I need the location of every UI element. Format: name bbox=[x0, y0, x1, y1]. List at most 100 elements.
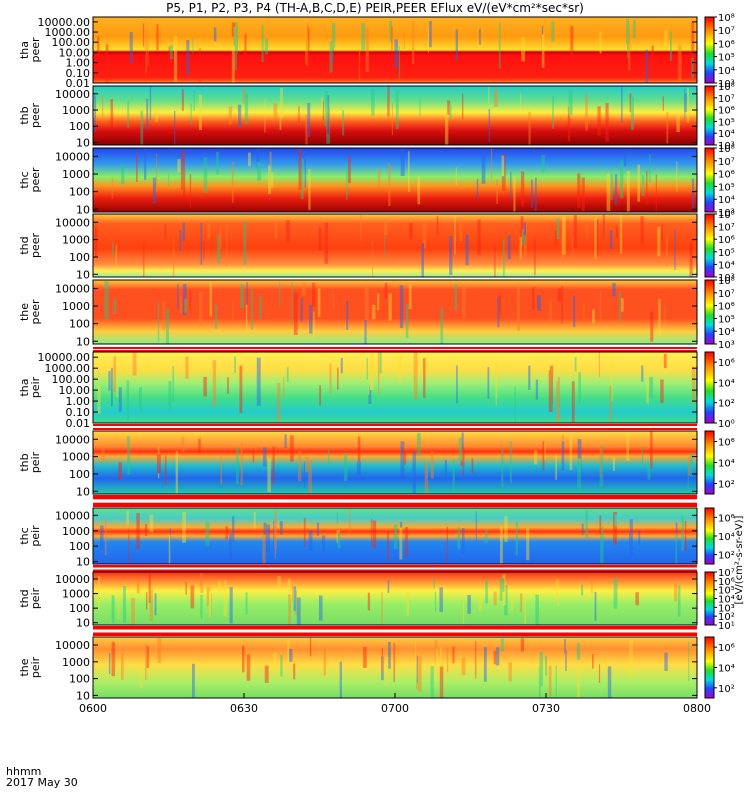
y-axis-label: thb bbox=[18, 106, 31, 124]
y-tick-label: 1.00 bbox=[66, 395, 91, 408]
colorbar-tick-label: 10⁸ bbox=[718, 144, 735, 155]
colorbar-tick-label: 10⁵ bbox=[718, 314, 735, 325]
colorbar-tick-label: 10⁴ bbox=[718, 327, 735, 338]
colorbar-tick-label: 10³ bbox=[718, 141, 735, 152]
y-tick-label: 10 bbox=[76, 617, 90, 630]
colorbar-tick-label: 10⁶ bbox=[718, 643, 735, 654]
colorbar-tick-label: 10⁵ bbox=[718, 586, 735, 597]
y-tick-label: 100 bbox=[69, 251, 90, 264]
separator-band bbox=[93, 424, 697, 430]
date-label: 2017 May 30 bbox=[6, 776, 78, 789]
colorbar-tick-label: 10⁷ bbox=[718, 289, 735, 300]
x-tick-label: 0800 bbox=[683, 702, 711, 715]
y-tick-label: 100 bbox=[69, 120, 90, 133]
y-axis-label: tha bbox=[18, 41, 31, 59]
y-axis-label: peer bbox=[29, 167, 42, 193]
colorbar-tick-label: 10⁴ bbox=[718, 664, 735, 675]
spectrogram-image bbox=[93, 508, 697, 564]
colorbar bbox=[704, 351, 715, 424]
y-tick-label: 10000 bbox=[55, 88, 90, 101]
spectrogram-image bbox=[93, 572, 697, 625]
y-axis-label: thb bbox=[18, 453, 31, 471]
colorbar-tick-label: 10⁸ bbox=[718, 13, 735, 24]
y-tick-label: 1000 bbox=[62, 525, 90, 538]
x-tick-label: 0630 bbox=[230, 702, 258, 715]
y-tick-label: 100 bbox=[69, 186, 90, 199]
y-tick-label: 10 bbox=[76, 556, 90, 569]
y-tick-label: 10000 bbox=[55, 433, 90, 446]
colorbar bbox=[704, 279, 715, 345]
y-tick-label: 10 bbox=[76, 203, 90, 216]
colorbar-tick-label: 10¹ bbox=[718, 621, 735, 632]
colorbar bbox=[704, 571, 715, 626]
y-tick-label: 100 bbox=[69, 468, 90, 481]
colorbar-tick-label: 10⁸ bbox=[718, 82, 735, 93]
colorbar-tick-label: 10³ bbox=[718, 273, 735, 284]
spectrogram-texture bbox=[94, 214, 693, 277]
y-tick-label: 10 bbox=[76, 689, 90, 702]
colorbar-tick-label: 10⁶ bbox=[718, 577, 735, 588]
y-axis-label: thc bbox=[18, 527, 31, 544]
y-tick-label: 0.01 bbox=[66, 77, 91, 90]
y-tick-label: 10000 bbox=[55, 282, 90, 295]
colorbar-tick-label: 10³ bbox=[718, 79, 735, 90]
y-axis-label: peir bbox=[29, 376, 42, 398]
y-tick-label: 100.00 bbox=[52, 373, 91, 386]
colorbar-tick-label: 10⁴ bbox=[718, 459, 735, 470]
colorbar-tick-label: 10⁴ bbox=[718, 66, 735, 77]
colorbar-tick-label: 10⁶ bbox=[718, 106, 735, 117]
y-tick-label: 1000.00 bbox=[45, 26, 91, 39]
y-tick-label: 10000.00 bbox=[38, 16, 91, 29]
chart-title: P5, P1, P2, P3, P4 (TH-A,B,C,D,E) PEIR,P… bbox=[166, 1, 584, 15]
x-tick-label: 0700 bbox=[381, 702, 409, 715]
spectrogram-texture bbox=[108, 637, 690, 698]
spectrogram-image bbox=[93, 280, 697, 344]
colorbar bbox=[704, 636, 715, 699]
colorbar-tick-label: 10⁶ bbox=[718, 39, 735, 50]
y-axis-label: peer bbox=[29, 233, 42, 259]
y-tick-label: 1.00 bbox=[66, 57, 91, 70]
y-tick-label: 1000 bbox=[62, 300, 90, 313]
colorbar-tick-label: 10⁴ bbox=[718, 378, 735, 389]
y-axis-label: peer bbox=[29, 299, 42, 325]
y-tick-label: 100 bbox=[69, 673, 90, 686]
y-tick-label: 100 bbox=[69, 318, 90, 331]
spectrogram-texture bbox=[97, 352, 698, 423]
colorbar-tick-label: 10⁵ bbox=[718, 248, 735, 259]
colorbar-tick-label: 10² bbox=[718, 480, 735, 491]
colorbar bbox=[704, 85, 715, 146]
colorbar bbox=[704, 147, 715, 213]
y-axis-label: peer bbox=[29, 37, 42, 63]
spectrogram-image bbox=[93, 214, 697, 277]
separator-band bbox=[93, 565, 697, 572]
colorbar-tick-label: 10⁷ bbox=[718, 26, 735, 37]
separator-band bbox=[93, 347, 697, 352]
colorbar-tick-label: 10⁶ bbox=[718, 235, 735, 246]
colorbar-tick-label: 10² bbox=[718, 612, 735, 623]
spectrogram-image bbox=[93, 431, 697, 494]
colorbar-tick-label: 10⁴ bbox=[718, 260, 735, 271]
colorbar-tick-label: 10⁰ bbox=[718, 419, 735, 430]
y-axis-label: tha bbox=[18, 378, 31, 396]
spectrogram-texture bbox=[111, 148, 695, 212]
colorbar-tick-label: 10⁶ bbox=[718, 302, 735, 313]
colorbar-tick-label: 10³ bbox=[718, 208, 735, 219]
colorbar-tick-label: 10⁷ bbox=[718, 94, 735, 105]
colorbar bbox=[704, 507, 715, 565]
colorbar-tick-label: 10⁴ bbox=[718, 129, 735, 140]
separator-band bbox=[93, 495, 697, 507]
colorbar-tick-label: 10⁷ bbox=[718, 223, 735, 234]
spectrogram-image bbox=[93, 148, 697, 212]
y-tick-label: 10 bbox=[76, 485, 90, 498]
y-tick-label: 100.00 bbox=[52, 36, 91, 49]
spectrogram-image bbox=[93, 86, 697, 145]
colorbar-tick-label: 10⁴ bbox=[718, 195, 735, 206]
